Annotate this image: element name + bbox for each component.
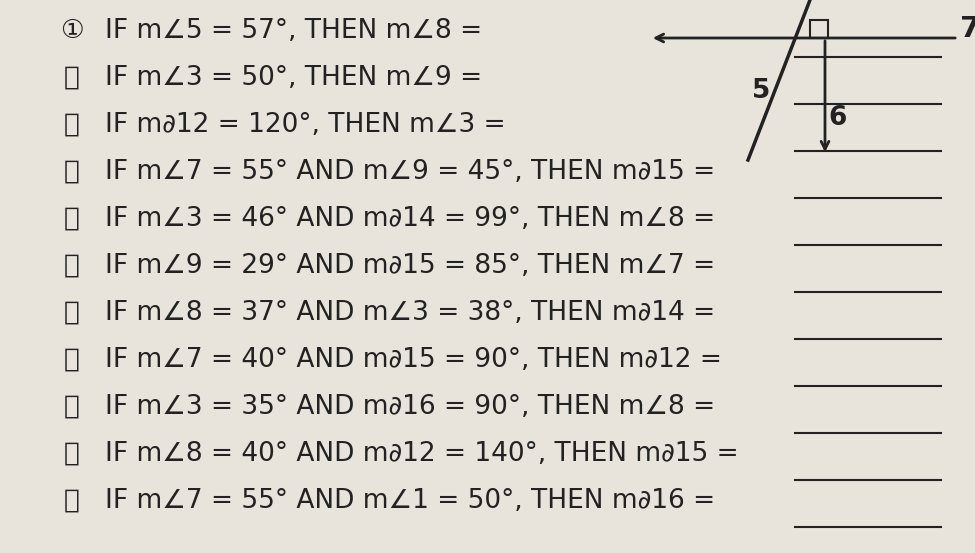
- Text: Ⓓ: Ⓓ: [64, 488, 80, 514]
- Text: 5: 5: [752, 78, 770, 104]
- Text: IF m∠5 = 57°, THEN m∠8 =: IF m∠5 = 57°, THEN m∠8 =: [105, 18, 490, 44]
- Text: IF m∠7 = 40° AND m∂15 = 90°, THEN m∂12 =: IF m∠7 = 40° AND m∂15 = 90°, THEN m∂12 =: [105, 347, 730, 373]
- Text: IF m∠8 = 37° AND m∠3 = 38°, THEN m∂14 =: IF m∠8 = 37° AND m∠3 = 38°, THEN m∂14 =: [105, 300, 723, 326]
- Text: IF m∠3 = 35° AND m∂16 = 90°, THEN m∠8 =: IF m∠3 = 35° AND m∂16 = 90°, THEN m∠8 =: [105, 394, 723, 420]
- Text: Ⓢ: Ⓢ: [64, 112, 80, 138]
- Text: IF m∠3 = 50°, THEN m∠9 =: IF m∠3 = 50°, THEN m∠9 =: [105, 65, 490, 91]
- Text: Ⓖ: Ⓖ: [64, 394, 80, 420]
- Text: Ⓕ: Ⓕ: [64, 300, 80, 326]
- Text: Ⓦ: Ⓦ: [64, 253, 80, 279]
- Text: ①: ①: [60, 18, 84, 44]
- Text: Ⓝ: Ⓝ: [64, 206, 80, 232]
- Text: IF m∠9 = 29° AND m∂15 = 85°, THEN m∠7 =: IF m∠9 = 29° AND m∂15 = 85°, THEN m∠7 =: [105, 253, 723, 279]
- Text: Ⓔ: Ⓔ: [64, 441, 80, 467]
- Text: IF m∠7 = 55° AND m∠1 = 50°, THEN m∂16 =: IF m∠7 = 55° AND m∠1 = 50°, THEN m∂16 =: [105, 488, 723, 514]
- Text: Ⓣ: Ⓣ: [64, 65, 80, 91]
- Text: Ⓞ: Ⓞ: [64, 347, 80, 373]
- Text: IF m∠7 = 55° AND m∠9 = 45°, THEN m∂15 =: IF m∠7 = 55° AND m∠9 = 45°, THEN m∂15 =: [105, 159, 723, 185]
- Text: Ⓡ: Ⓡ: [64, 159, 80, 185]
- Text: IF m∠8 = 40° AND m∂12 = 140°, THEN m∂15 =: IF m∠8 = 40° AND m∂12 = 140°, THEN m∂15 …: [105, 441, 747, 467]
- Text: 7: 7: [960, 15, 975, 43]
- Text: IF m∂12 = 120°, THEN m∠3 =: IF m∂12 = 120°, THEN m∠3 =: [105, 112, 514, 138]
- Text: IF m∠3 = 46° AND m∂14 = 99°, THEN m∠8 =: IF m∠3 = 46° AND m∂14 = 99°, THEN m∠8 =: [105, 206, 723, 232]
- Text: 6: 6: [828, 105, 846, 131]
